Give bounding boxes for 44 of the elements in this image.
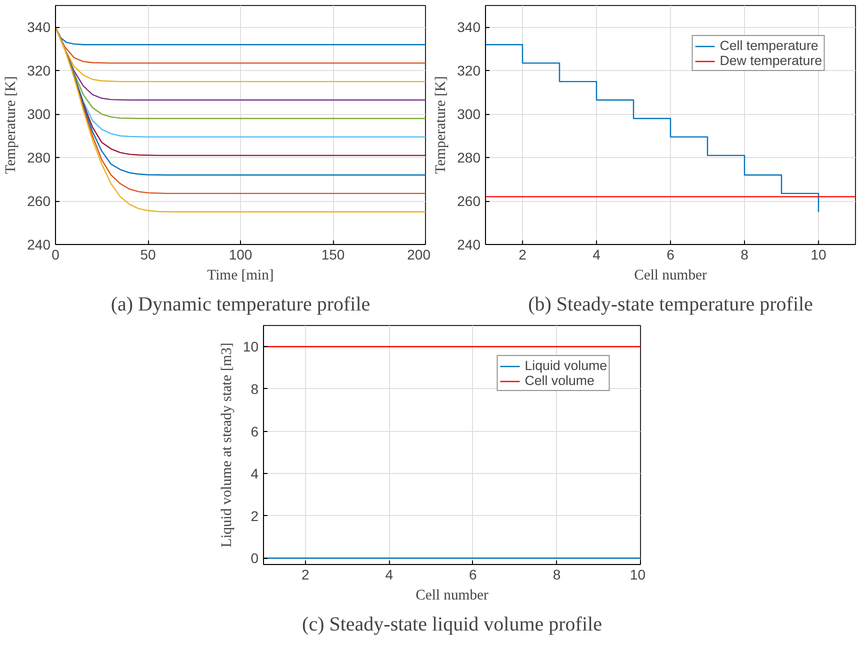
x-tick-label: 4 [592, 246, 601, 262]
x-tick-label: 100 [228, 246, 252, 262]
x-tick-label: 10 [810, 246, 826, 262]
y-axis-title: Temperature [K] [433, 76, 450, 174]
y-tick-label: 340 [457, 19, 481, 36]
x-tick-label: 4 [385, 566, 394, 582]
x-axis-title: Time [min] [207, 268, 274, 284]
y-tick-label: 240 [27, 236, 51, 252]
y-tick-label: 320 [457, 62, 481, 79]
y-tick-label: 260 [27, 193, 51, 210]
x-tick-label: 150 [321, 246, 345, 262]
y-tick-label: 340 [27, 19, 51, 36]
x-tick-label: 200 [407, 246, 431, 262]
x-tick-label: 2 [518, 246, 527, 262]
x-tick-label: 2 [301, 566, 310, 582]
y-tick-label: 10 [242, 338, 259, 355]
y-tick-label: 320 [27, 62, 51, 79]
x-tick-label: 8 [740, 246, 749, 262]
x-tick-label: 6 [666, 246, 675, 262]
x-tick-label: 50 [140, 246, 156, 262]
x-axis-title: Cell number [634, 268, 708, 284]
text: (c) Steady-state liquid volume profile [302, 614, 602, 636]
text: (a) Dynamic temperature profile [110, 294, 370, 316]
y-tick-label: 240 [457, 236, 481, 252]
y-tick-label: 300 [457, 106, 481, 122]
y-tick-label: 300 [27, 106, 51, 122]
legend-label: Cell temperature [720, 38, 818, 53]
legend-label: Cell volume [524, 373, 594, 388]
y-tick-label: 4 [250, 466, 259, 482]
x-tick-label: 10 [630, 566, 646, 582]
text: (b) Steady-state temperature profile [528, 294, 814, 316]
y-axis-title: Liquid volume at steady state [m3] [218, 342, 235, 548]
legend-label: Liquid volume [524, 358, 607, 373]
y-axis-title: Temperature [K] [3, 76, 20, 174]
y-tick-label: 280 [27, 150, 51, 166]
y-tick-label: 6 [250, 423, 259, 440]
y-tick-label: 8 [250, 380, 259, 397]
legend-label: Dew temperature [720, 53, 822, 68]
y-tick-label: 260 [457, 193, 481, 210]
y-tick-label: 280 [457, 150, 481, 166]
x-axis-title: Cell number [416, 588, 489, 604]
y-tick-label: 0 [250, 550, 259, 566]
y-tick-label: 2 [250, 508, 259, 524]
x-tick-label: 8 [552, 566, 561, 582]
